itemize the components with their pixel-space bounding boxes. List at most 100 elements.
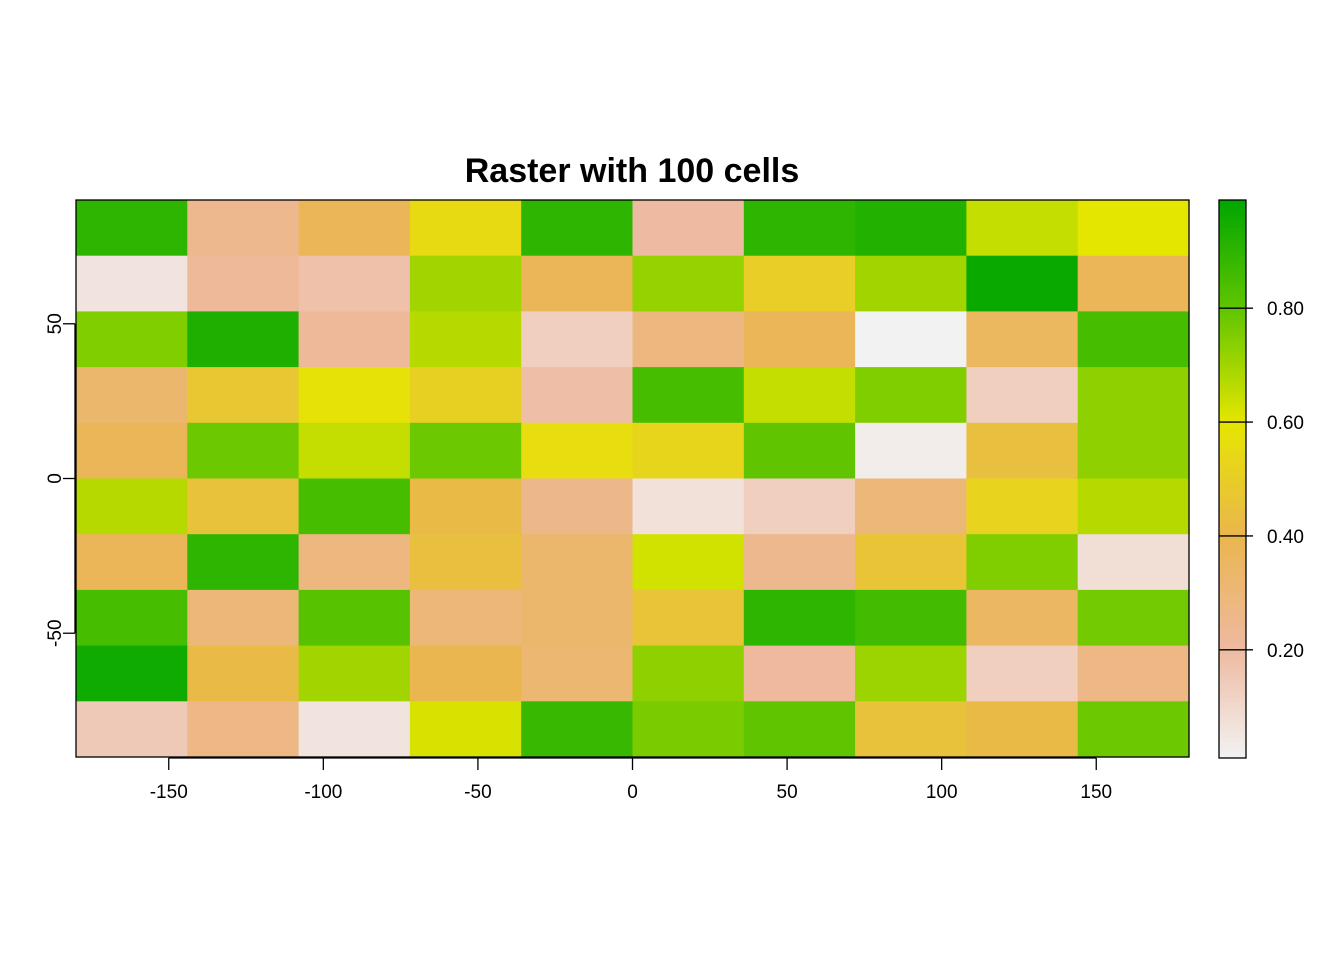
legend-swatch (1219, 546, 1246, 552)
raster-cell (298, 478, 411, 535)
legend-swatch (1219, 267, 1246, 273)
legend-swatch (1219, 482, 1246, 488)
raster-cell (966, 589, 1079, 647)
raster-cell (855, 367, 967, 424)
legend-swatch (1219, 263, 1246, 269)
legend-swatch (1219, 610, 1246, 616)
raster-cell (521, 534, 634, 591)
legend-swatch (1219, 459, 1246, 464)
legend-swatch (1219, 502, 1246, 508)
legend-swatch (1219, 506, 1246, 512)
raster-cell (1077, 311, 1190, 368)
legend-swatch (1219, 638, 1246, 644)
raster-cell (855, 255, 967, 312)
raster-cell (855, 701, 967, 758)
legend-swatch (1219, 730, 1246, 735)
raster-cell (409, 534, 522, 591)
legend-swatch (1219, 722, 1246, 727)
legend-swatch (1219, 271, 1246, 277)
legend-swatch (1219, 200, 1246, 205)
raster-cell (521, 645, 634, 702)
legend-swatch (1219, 243, 1246, 249)
raster-cell (409, 701, 522, 758)
legend-swatch (1219, 275, 1246, 281)
raster-cell (855, 478, 967, 535)
legend-swatch (1219, 714, 1246, 719)
legend-swatch (1219, 235, 1246, 241)
legend-swatch (1219, 259, 1246, 265)
raster-cell (298, 701, 411, 758)
legend-swatch (1219, 435, 1246, 440)
raster-cell (521, 422, 634, 480)
raster-cell (298, 255, 411, 312)
legend-swatch (1219, 606, 1246, 612)
legend-swatch (1219, 654, 1246, 659)
raster-cell (76, 701, 188, 758)
legend-swatch (1219, 291, 1246, 297)
legend-swatch (1219, 335, 1246, 341)
x-tick-label: -100 (304, 782, 342, 803)
raster-cell (966, 367, 1079, 424)
legend-swatch (1219, 678, 1246, 683)
legend-swatch (1219, 451, 1246, 456)
legend-swatch (1219, 706, 1246, 711)
legend-swatch (1219, 698, 1246, 703)
legend-swatch (1219, 431, 1246, 436)
raster-cell (1077, 589, 1190, 647)
raster-cell (1077, 422, 1190, 480)
chart-title: Raster with 100 cells (465, 152, 800, 190)
raster-cell (409, 311, 522, 368)
raster-cell (632, 422, 745, 480)
raster-cell (187, 478, 300, 535)
raster-cell (743, 255, 856, 312)
legend-swatch (1219, 682, 1246, 687)
legend-swatch (1219, 387, 1246, 392)
legend-swatch (1219, 375, 1246, 380)
legend-swatch (1219, 359, 1246, 365)
legend-swatch (1219, 255, 1246, 261)
legend-swatch (1219, 538, 1246, 544)
raster-cell (76, 534, 188, 591)
raster-cell (187, 422, 300, 480)
legend-swatch (1219, 251, 1246, 257)
legend-swatch (1219, 299, 1246, 305)
y-tick-label: 50 (45, 313, 66, 334)
raster-cell (632, 311, 745, 368)
legend-swatch (1219, 614, 1246, 620)
legend-swatch (1219, 518, 1246, 524)
legend-swatch (1219, 690, 1246, 695)
raster-cell (521, 367, 634, 424)
raster-cell (76, 311, 188, 368)
raster-cell (1077, 255, 1190, 312)
legend-swatch (1219, 343, 1246, 349)
legend-swatch (1219, 550, 1246, 556)
legend-swatch (1219, 247, 1246, 253)
legend-swatch (1219, 203, 1246, 209)
legend-tick-label: 0.40 (1267, 527, 1304, 548)
raster-cell (409, 589, 522, 647)
legend-tick-label: 0.80 (1267, 299, 1304, 320)
raster-cell (743, 534, 856, 591)
legend-swatch (1219, 479, 1246, 484)
raster-cell (743, 422, 856, 480)
legend-swatch (1219, 455, 1246, 460)
x-tick-label: 150 (1080, 782, 1112, 803)
legend-swatch (1219, 494, 1246, 500)
legend-swatch (1219, 439, 1246, 444)
x-tick-label: 0 (627, 782, 638, 803)
legend-swatch (1219, 475, 1246, 480)
raster-cell (632, 255, 745, 312)
raster-cell (1077, 645, 1190, 702)
legend-swatch (1219, 411, 1246, 416)
raster-cell (187, 589, 300, 647)
legend-swatch (1219, 219, 1246, 225)
legend-swatch (1219, 287, 1246, 293)
legend-swatch (1219, 211, 1246, 217)
legend-swatch (1219, 215, 1246, 221)
raster-cell (966, 311, 1079, 368)
legend-swatch (1219, 223, 1246, 229)
legend-swatch (1219, 463, 1246, 468)
legend-swatch (1219, 530, 1246, 536)
raster-cell (632, 589, 745, 647)
plot-frame (75, 199, 1190, 758)
